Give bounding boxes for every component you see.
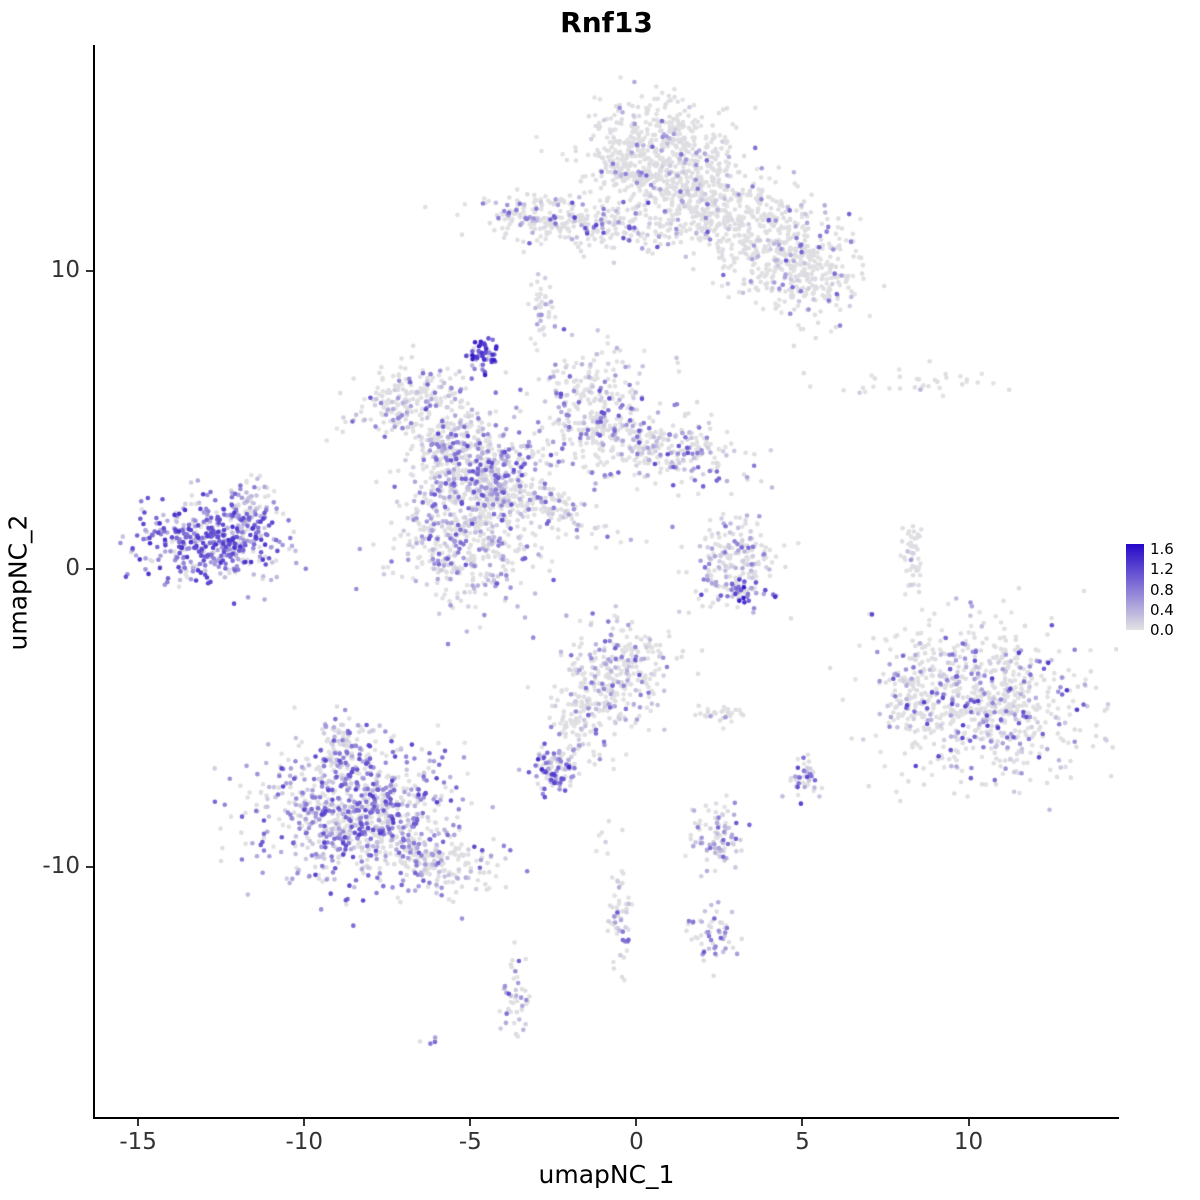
x-axis-label: umapNC_1 (538, 1160, 675, 1189)
legend-tick-label: 0.4 (1150, 600, 1174, 619)
x-tick-label: -5 (458, 1129, 482, 1155)
legend: 1.6 1.2 0.8 0.4 0.0 (1126, 542, 1200, 638)
legend-tick-label: 1.6 (1150, 540, 1174, 559)
legend-tick-label: 1.2 (1150, 560, 1174, 579)
x-tick-mark (635, 1119, 638, 1126)
x-tick-label: -10 (285, 1129, 324, 1155)
chart-title: Rnf13 (560, 6, 653, 39)
y-tick-mark (86, 568, 93, 571)
y-tick-label: 10 (50, 257, 80, 284)
legend-tick-label: 0.8 (1150, 580, 1174, 599)
plot-panel (95, 45, 1118, 1117)
x-tick-mark (469, 1119, 472, 1126)
x-tick-label: 10 (953, 1129, 984, 1155)
x-tick-mark (801, 1119, 804, 1126)
x-tick-mark (303, 1119, 306, 1126)
y-tick-label: -10 (42, 852, 80, 879)
y-axis-line (93, 45, 95, 1119)
legend-tick-label: 0.0 (1150, 621, 1174, 639)
y-axis-label: umapNC_2 (3, 514, 33, 651)
y-tick-mark (86, 270, 93, 273)
x-tick-label: 0 (629, 1129, 644, 1155)
x-tick-mark (967, 1119, 970, 1126)
y-tick-mark (86, 865, 93, 868)
x-tick-label: -15 (119, 1129, 157, 1155)
y-tick-label: 0 (65, 555, 80, 582)
scatter-points-canvas (95, 45, 1118, 1117)
legend-gradient-bar (1126, 544, 1144, 630)
x-tick-label: 5 (795, 1129, 810, 1155)
x-axis-line (93, 1117, 1119, 1119)
x-tick-mark (137, 1119, 140, 1126)
